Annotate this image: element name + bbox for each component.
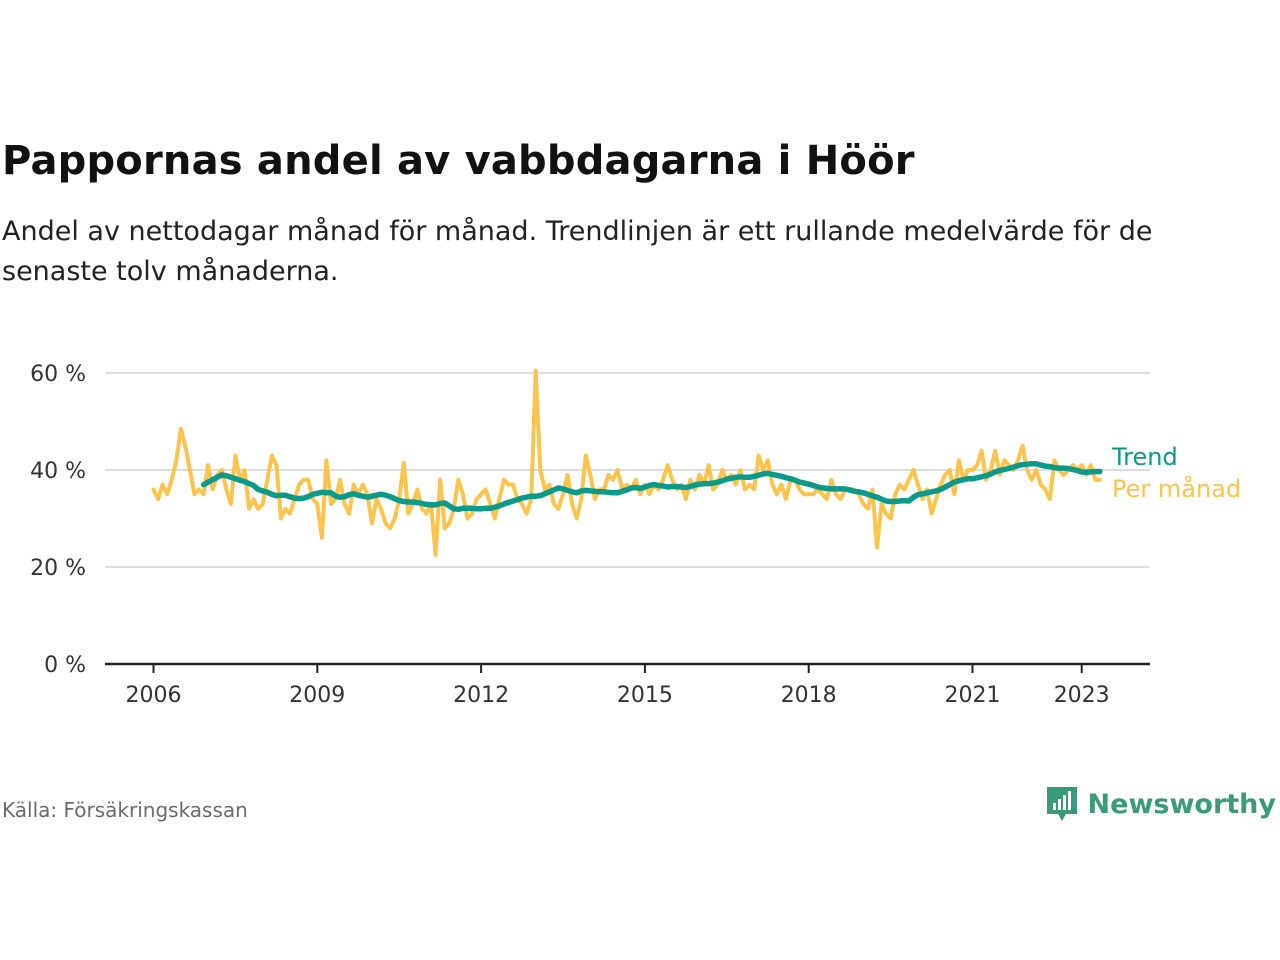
gridlines: [105, 372, 1150, 568]
x-tick-label: 2009: [289, 683, 345, 708]
x-tick-label: 2006: [126, 683, 182, 708]
y-tick-label: 60 %: [30, 362, 86, 387]
bar-chart-speech-bubble-icon: [1046, 787, 1077, 821]
legend-monthly: Per månad: [1112, 474, 1241, 503]
chart-subtitle: Andel av nettodagar månad för månad. Tre…: [2, 216, 1153, 287]
axes: 0 % 20 % 40 % 60 % 2006 2009 2012 2015 2018 2021 2…: [30, 362, 1150, 708]
x-tick-label: 2021: [945, 683, 1001, 708]
x-tick-label: 2015: [617, 683, 673, 708]
y-tick-label: 0 %: [44, 653, 86, 678]
monthly-line: [151, 368, 1102, 557]
x-tick-label: 2012: [453, 683, 509, 708]
brand-name: Newsworthy: [1087, 788, 1276, 820]
series-labels: Trend Per månad: [1111, 443, 1241, 503]
source-note: Källa: Försäkringskassan: [2, 798, 248, 822]
x-tick-label: 2023: [1054, 683, 1110, 708]
series-lines: [151, 368, 1103, 557]
x-tick-label: 2018: [781, 683, 837, 708]
y-tick-label: 40 %: [30, 459, 86, 484]
trend-line: [200, 460, 1103, 513]
chart-title: Pappornas andel av vabbdagarna i Höör: [2, 138, 915, 184]
y-tick-label: 20 %: [30, 556, 86, 581]
legend-trend: Trend: [1111, 443, 1178, 471]
brand-logo: Newsworthy: [1044, 784, 1276, 824]
